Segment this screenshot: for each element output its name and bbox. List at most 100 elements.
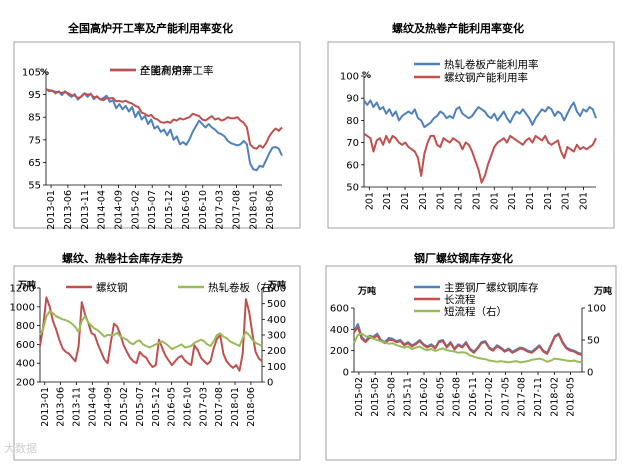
chart-2-xtick-label: 201: [400, 192, 411, 210]
chart-3-ytick-label: 600: [16, 340, 35, 351]
chart-2-legend-label-2: 螺纹钢产能利用率: [444, 71, 528, 84]
chart-3-ytick-label: 1200: [10, 284, 35, 295]
chart-panel-3: 螺纹、热卷社会库存走势 200 400 600 800 1000 1200 0 100 200 3…: [0, 232, 314, 464]
chart-1-xtick-label: 2016-10: [198, 190, 209, 230]
chart-4-y2tick-label: 0: [587, 368, 593, 379]
chart-2-ytick-label: 90: [346, 94, 359, 105]
chart-4-xtick-label: 2018-05: [566, 377, 577, 417]
chart-3-title: 螺纹、热卷社会库存走势: [62, 252, 183, 265]
chart-4-xtick-label: 2016-11: [468, 377, 479, 417]
chart-1-ytick-label: 85: [28, 113, 41, 124]
chart-1-ytick-label: 75: [28, 135, 41, 146]
chart-2-frame: [327, 41, 615, 229]
chart-3-xtick-label: 2017-08: [214, 387, 225, 427]
chart-4-frame: [325, 265, 617, 461]
chart-4-xtick-label: 2016-02: [419, 377, 430, 417]
chart-1-xtick-label: 2015-07: [147, 190, 158, 230]
chart-3-y2tick-label: 200: [267, 346, 286, 357]
chart-4-ytick-label: 600: [330, 304, 349, 315]
chart-1-frame: [13, 41, 301, 229]
chart-3-xtick-label: 2018-01: [230, 387, 241, 427]
chart-4-series-3-line: [353, 332, 583, 364]
chart-3-legend-label-1: 螺纹钢: [96, 281, 128, 294]
chart-4-series-2-line: [353, 326, 583, 356]
chart-1-ytick-label: 95: [28, 90, 41, 101]
chart-4-xtick-label: 2017-02: [484, 377, 495, 417]
chart-4-ytick-label: 400: [330, 325, 349, 336]
chart-3-y2tick-label: 400: [267, 315, 286, 326]
chart-1-xtick-label: 2015-02: [130, 190, 141, 230]
chart-3-y2tick-label: 0: [267, 378, 273, 389]
chart-panel-2: 螺纹及热卷产能利用率变化 50 60 70 80 90 100% 201 201 201 201 2…: [314, 0, 628, 232]
chart-3-series-1-line: [39, 296, 263, 372]
chart-2-xtick-label: 201: [382, 192, 393, 210]
chart-2-xtick-label: 201: [364, 192, 375, 210]
chart-1-yunit: %: [40, 68, 49, 78]
chart-4-xtick-label: 2018-02: [549, 377, 560, 417]
chart-2-xtick-label: 201: [579, 192, 590, 210]
chart-3-xtick-label: 2013-01: [40, 387, 51, 427]
chart-4-title: 钢厂螺纹钢库存变化: [414, 252, 513, 265]
chart-3-xtick-label: 2017-03: [198, 387, 209, 427]
chart-2-xtick-label: 201: [471, 192, 482, 210]
chart-4-xtick-label: 2016-05: [435, 377, 446, 417]
chart-4-y2unit: 万吨: [593, 285, 612, 297]
chart-3-frame: [13, 265, 301, 461]
chart-panel-1: 全国高炉开工率及产能利用率变化 55 65 75 85 95 105% 2013-01 201…: [0, 0, 314, 232]
chart-2-ytick-label: 70: [346, 138, 359, 149]
chart-3-ytick-label: 800: [16, 321, 35, 332]
chart-panel-4: 钢厂螺纹钢库存变化 0 200 400 600 0 50 100 万吨 万吨 2015-02 201…: [314, 232, 628, 464]
chart-3-series-2-line: [39, 310, 263, 351]
chart-3-y2tick-label: 600: [267, 284, 286, 295]
chart-3-xtick-label: 2015-02: [119, 387, 130, 427]
chart-2-xtick-label: 201: [436, 192, 447, 210]
chart-3-yunit: 万吨: [17, 279, 36, 291]
chart-2-yunit: %: [362, 71, 371, 81]
chart-4-xtick-label: 2015-02: [354, 377, 365, 417]
chart-3-xtick-label: 2014-09: [103, 387, 114, 427]
chart-3-xtick-label: 2015-07: [135, 387, 146, 427]
chart-1-xtick-label: 2015-12: [164, 190, 175, 230]
chart-2-series-2-line: [363, 132, 597, 184]
chart-4-ytick-label: 0: [343, 368, 349, 379]
chart-4-xtick-label: 2017-05: [500, 377, 511, 417]
chart-4-xtick-label: 2017-08: [517, 377, 528, 417]
chart-4-y2tick-label: 50: [587, 336, 600, 347]
chart-1-xtick-label: 2017-08: [231, 190, 242, 230]
chart-2-legend-label-1: 热轧卷板产能利用率: [444, 58, 539, 71]
chart-4-ytick-label: 200: [330, 346, 349, 357]
chart-1-ytick-label: 55: [28, 181, 41, 192]
chart-2-xtick-label: 201: [525, 192, 536, 210]
chart-1-xtick-label: 2013-01: [46, 190, 57, 230]
chart-3-legend-label-2: 热轧卷板（右）: [208, 281, 282, 294]
chart-3-xtick-label: 2016-05: [167, 387, 178, 427]
chart-1-title: 全国高炉开工率及产能利用率变化: [68, 22, 233, 35]
chart-3-y2tick-label: 300: [267, 331, 286, 342]
chart-2-xtick-label: 201: [561, 192, 572, 210]
chart-1-xtick-label: 2016-05: [181, 190, 192, 230]
chart-3-y2tick-label: 500: [267, 299, 286, 310]
chart-2-xtick-label: 201: [454, 192, 465, 210]
chart-3-y2unit: 万吨: [267, 279, 286, 291]
chart-1-ytick-label: 65: [28, 158, 41, 169]
chart-2-svg: 50 60 70 80 90 100 % 201 201 201 201 201 201 201 201 20…: [327, 41, 615, 229]
chart-1-legend-label-2: 产能利用率: [140, 64, 193, 77]
chart-4-y2tick-label: 100: [587, 304, 606, 315]
chart-1-xtick-label: 2017-03: [215, 190, 226, 230]
chart-1-xtick-label: 2014-09: [113, 190, 124, 230]
chart-1-svg: 55 65 75 85 95 105 % 2013-01 2013-06 2013-11 2014-…: [13, 41, 301, 230]
chart-3-ytick-label: 400: [16, 359, 35, 370]
chart-3-y2tick-label: 100: [267, 362, 286, 373]
chart-4-xtick-label: 2016-08: [452, 377, 463, 417]
chart-2-ytick-label: 80: [346, 116, 359, 127]
chart-2-xtick-label: 201: [507, 192, 518, 210]
chart-2-title: 螺纹及热卷产能利用率变化: [392, 22, 524, 35]
chart-3-xtick-label: 2016-10: [182, 387, 193, 427]
chart-1-xtick-label: 2013-11: [80, 190, 91, 230]
chart-4-xtick-label: 2015-08: [386, 377, 397, 417]
chart-2-xtick-label: 201: [543, 192, 554, 210]
chart-1-series-2-line: [45, 88, 283, 150]
chart-1-xtick-label: 2013-06: [63, 190, 74, 230]
chart-4-legend-label-1: 主要钢厂螺纹钢库存: [444, 281, 539, 294]
chart-2-series-1-line: [363, 99, 597, 129]
